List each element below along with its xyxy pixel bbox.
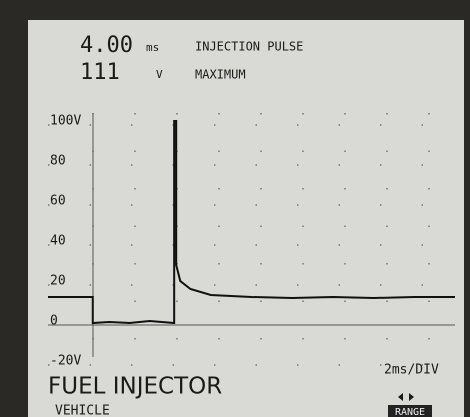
readout-value: 4.00: [80, 33, 133, 58]
readout-value: 111: [80, 60, 120, 85]
readout-unit: ms: [146, 41, 159, 54]
readout-unit: V: [156, 68, 163, 81]
chart-title: FUEL INJECTOR: [48, 374, 222, 400]
y-tick-label: 100V: [50, 114, 81, 129]
y-tick-label: 60: [50, 194, 66, 209]
y-tick-label: 80: [50, 154, 66, 169]
y-tick-label: 0: [50, 314, 58, 329]
range-button-label[interactable]: RANGE: [395, 407, 425, 417]
page: 4.00 ms INJECTION PULSE 111 V MAXIMUM 2m…: [0, 0, 470, 417]
subtitle: VEHICLE: [55, 404, 110, 417]
readout-label: INJECTION PULSE: [195, 40, 303, 54]
scope: 4.00 ms INJECTION PULSE 111 V MAXIMUM 2m…: [0, 0, 470, 417]
readout-label: MAXIMUM: [195, 68, 246, 82]
y-tick-label: 20: [50, 274, 66, 289]
y-tick-label: 40: [50, 234, 66, 249]
scale-label: 2ms/DIV: [384, 363, 439, 378]
y-tick-label: -20V: [50, 354, 81, 369]
